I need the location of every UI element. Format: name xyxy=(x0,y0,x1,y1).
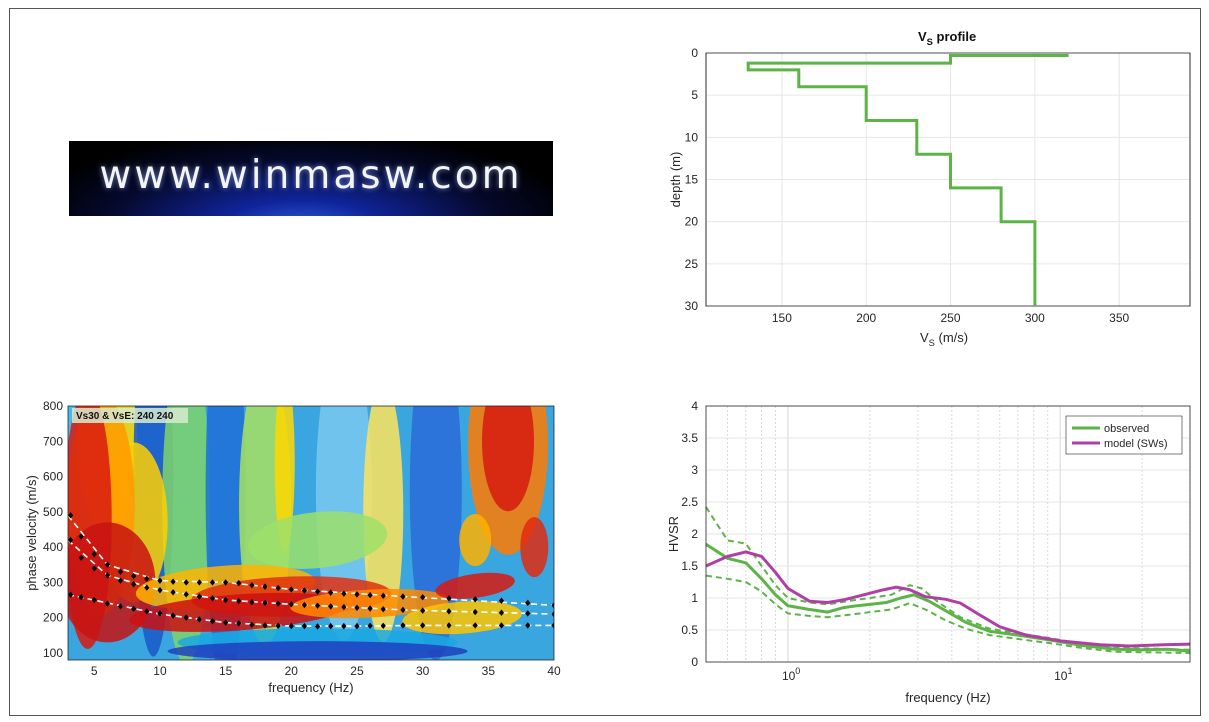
winmasw-logo: www.winmasw.com xyxy=(69,141,553,216)
figure-frame xyxy=(9,8,1201,716)
logo-text: www.winmasw.com xyxy=(99,153,523,198)
